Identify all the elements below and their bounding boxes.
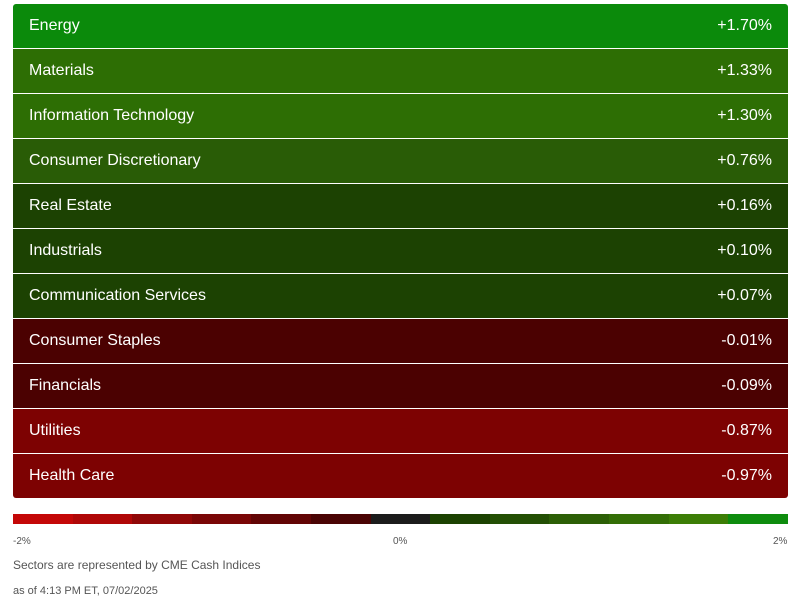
- scale-segment: [251, 514, 312, 524]
- scale-segment: [13, 514, 73, 524]
- scale-max-label: 2%: [773, 536, 788, 547]
- sector-row[interactable]: Energy +1.70%: [13, 4, 788, 49]
- sector-change: +1.33%: [717, 62, 772, 79]
- scale-segment: [609, 514, 669, 524]
- sector-row[interactable]: Industrials +0.10%: [13, 229, 788, 274]
- scale-segment: [72, 514, 133, 524]
- sector-name: Consumer Staples: [29, 332, 161, 349]
- sector-row[interactable]: Information Technology +1.30%: [13, 94, 788, 139]
- timestamp: as of 4:13 PM ET, 07/02/2025: [13, 585, 158, 597]
- sector-name: Health Care: [29, 467, 115, 484]
- sector-change: +0.07%: [717, 287, 772, 304]
- sector-row[interactable]: Consumer Discretionary +0.76%: [13, 139, 788, 184]
- sector-row[interactable]: Health Care -0.97%: [13, 454, 788, 498]
- scale-segment: [728, 514, 788, 524]
- source-note: Sectors are represented by CME Cash Indi…: [13, 558, 261, 572]
- scale-segment: [549, 514, 610, 524]
- sector-change: -0.01%: [721, 332, 772, 349]
- sector-change: +1.30%: [717, 107, 772, 124]
- sector-change: +0.76%: [717, 152, 772, 169]
- scale-mid-label: 0%: [393, 536, 408, 547]
- sector-change: -0.09%: [721, 377, 772, 394]
- sector-change: -0.97%: [721, 467, 772, 484]
- sector-change: +0.16%: [717, 197, 772, 214]
- sector-row[interactable]: Financials -0.09%: [13, 364, 788, 409]
- sector-name: Information Technology: [29, 107, 195, 124]
- sector-change: +1.70%: [717, 17, 772, 34]
- scale-segment: [132, 514, 192, 524]
- sector-change: -0.87%: [721, 422, 772, 439]
- sector-name: Materials: [29, 62, 94, 79]
- sector-change: +0.10%: [717, 242, 772, 259]
- sector-name: Utilities: [29, 422, 81, 439]
- scale-segment: [370, 514, 431, 524]
- sector-row[interactable]: Materials +1.33%: [13, 49, 788, 94]
- scale-segment: [191, 514, 252, 524]
- sector-name: Financials: [29, 377, 102, 394]
- sector-row[interactable]: Consumer Staples -0.01%: [13, 319, 788, 364]
- sector-heatmap-list: Energy +1.70% Materials +1.33% Information T…: [13, 4, 788, 498]
- sector-row[interactable]: Communication Services +0.07%: [13, 274, 788, 319]
- scale-segment: [489, 514, 550, 524]
- sector-name: Consumer Discretionary: [29, 152, 201, 169]
- sector-name: Communication Services: [29, 287, 206, 304]
- sector-name: Industrials: [29, 242, 102, 259]
- sector-name: Energy: [29, 17, 80, 34]
- color-scale-bar: [13, 514, 788, 524]
- sector-name: Real Estate: [29, 197, 112, 214]
- scale-segment: [430, 514, 490, 524]
- scale-segment: [311, 514, 371, 524]
- sector-row[interactable]: Utilities -0.87%: [13, 409, 788, 454]
- sector-row[interactable]: Real Estate +0.16%: [13, 184, 788, 229]
- scale-segment: [668, 514, 729, 524]
- scale-min-label: -2%: [13, 536, 31, 547]
